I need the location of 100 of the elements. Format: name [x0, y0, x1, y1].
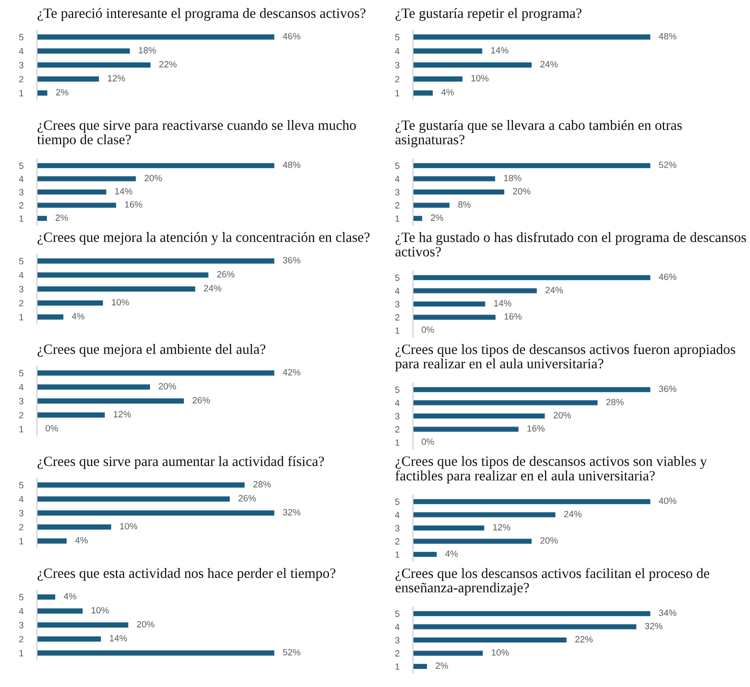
- y-tick-label: 2: [395, 538, 400, 544]
- data-label: 40%: [658, 498, 676, 504]
- bar: [413, 400, 598, 406]
- data-label: 14%: [110, 635, 127, 642]
- data-label: 2%: [56, 214, 68, 221]
- bar: [413, 512, 556, 518]
- bar: [413, 90, 433, 96]
- y-tick-label: 1: [19, 90, 24, 96]
- bar: [413, 189, 504, 195]
- data-label: 4%: [72, 313, 84, 320]
- y-tick-label: 4: [18, 272, 24, 278]
- data-label: 24%: [564, 510, 582, 518]
- data-label: 52%: [282, 649, 300, 656]
- chart-title: ¿Crees que esta actividad nos hace perder el tiempo?: [38, 568, 336, 581]
- data-label: 24%: [546, 286, 563, 294]
- data-label: 46%: [282, 33, 300, 40]
- data-label: 26%: [217, 271, 234, 278]
- data-label: 18%: [138, 47, 156, 54]
- data-label: 0%: [422, 326, 434, 333]
- data-label: 20%: [554, 412, 571, 418]
- y-tick-label: 1: [19, 314, 24, 320]
- y-tick-label: 5: [395, 274, 400, 281]
- data-label: 4%: [445, 550, 458, 557]
- bar: [37, 216, 47, 221]
- data-label: 10%: [492, 649, 509, 656]
- bar: [37, 62, 150, 68]
- y-tick-label: 5: [19, 594, 24, 600]
- bar: [37, 76, 99, 82]
- bar: [413, 637, 567, 643]
- y-tick-label: 4: [18, 608, 24, 614]
- y-tick-label: 5: [19, 370, 24, 376]
- bar: [37, 384, 150, 390]
- y-tick-label: 2: [19, 412, 24, 418]
- bar: [37, 622, 128, 628]
- bar: [413, 34, 650, 40]
- chart-title: ¿Te gustaría repetir el programa?: [396, 8, 582, 21]
- data-label: 4%: [441, 89, 454, 96]
- y-tick-label: 1: [395, 327, 400, 334]
- bar: [413, 426, 518, 432]
- y-tick-label: 1: [395, 551, 400, 558]
- bar: [37, 650, 274, 656]
- y-tick-label: 2: [19, 636, 24, 642]
- bar: [37, 176, 136, 182]
- bar: [37, 258, 274, 264]
- chart-title: ¿Te ha gustado o has disfrutado con el programa de descansos activos?: [396, 232, 746, 257]
- data-label: 46%: [658, 274, 676, 280]
- bar: [413, 202, 450, 208]
- y-tick-label: 2: [19, 202, 24, 208]
- bar: [37, 524, 112, 530]
- data-label: 0%: [46, 425, 58, 432]
- y-tick-label: 3: [395, 188, 400, 196]
- y-tick-label: 5: [19, 482, 24, 488]
- data-label: 48%: [282, 162, 300, 168]
- data-label: 10%: [92, 607, 109, 614]
- data-label: 4%: [75, 537, 88, 544]
- bar: [413, 624, 636, 630]
- y-tick-label: 3: [395, 524, 400, 532]
- bar: [413, 76, 462, 82]
- data-label: 14%: [115, 188, 132, 194]
- y-tick-label: 1: [395, 215, 400, 222]
- bar: [37, 594, 56, 600]
- y-tick-label: 5: [395, 498, 400, 505]
- bar: [37, 34, 274, 40]
- y-tick-label: 1: [19, 650, 24, 656]
- bar: [413, 176, 496, 182]
- data-label: 12%: [108, 75, 125, 82]
- bar: [37, 538, 67, 544]
- bar: [37, 482, 245, 488]
- data-label: 36%: [282, 257, 300, 264]
- bar: [413, 275, 650, 280]
- data-label: 28%: [606, 398, 624, 406]
- y-tick-label: 2: [395, 202, 400, 208]
- y-tick-label: 5: [395, 162, 400, 169]
- data-label: 2%: [436, 662, 448, 669]
- y-tick-label: 2: [19, 524, 24, 530]
- chart-title: ¿Crees que los tipos de descansos activos fueron apropiados para realizar en el aula universitaria?: [395, 344, 736, 372]
- bar: [413, 611, 650, 616]
- bar: [37, 189, 106, 195]
- data-label: 8%: [458, 201, 471, 208]
- data-label: 20%: [144, 174, 162, 182]
- y-tick-label: 5: [395, 386, 400, 393]
- data-label: 20%: [137, 621, 154, 628]
- data-label: 36%: [658, 386, 676, 392]
- bar: [37, 496, 230, 502]
- y-tick-label: 4: [18, 48, 24, 54]
- y-tick-label: 2: [19, 300, 24, 306]
- bar: [37, 300, 103, 306]
- data-label: 0%: [422, 438, 434, 445]
- y-tick-label: 4: [394, 48, 400, 54]
- y-tick-label: 3: [395, 300, 400, 308]
- y-tick-label: 4: [18, 176, 24, 182]
- data-label: 22%: [159, 61, 177, 68]
- y-tick-label: 3: [19, 510, 24, 516]
- data-label: 24%: [204, 285, 222, 292]
- y-tick-label: 2: [395, 426, 400, 432]
- y-tick-label: 4: [394, 288, 400, 294]
- data-label: 10%: [471, 75, 489, 82]
- data-label: 52%: [658, 162, 676, 168]
- y-tick-label: 3: [395, 636, 400, 644]
- bar: [37, 398, 184, 404]
